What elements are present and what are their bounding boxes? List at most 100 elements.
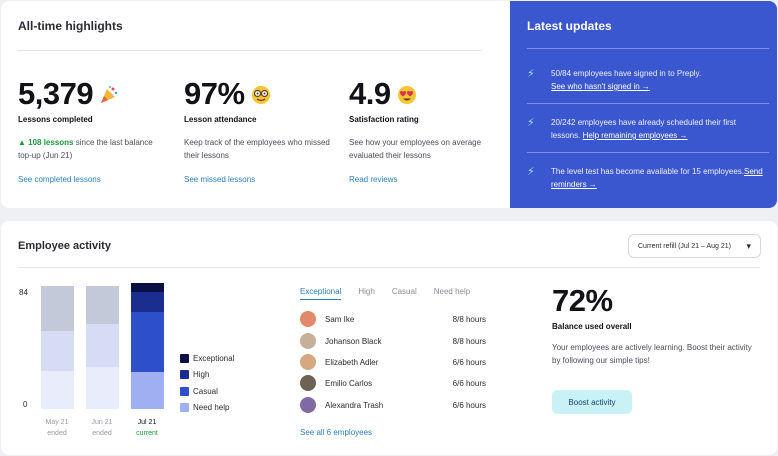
legend-label: Casual	[193, 386, 218, 396]
metric-label: Lessons completed	[18, 115, 93, 124]
legend-swatch	[180, 386, 189, 396]
bar-segment-casual	[41, 331, 74, 371]
update-item: ⚡ 50/84 employees have signed in to Prep…	[527, 67, 767, 93]
bar-segment-need-help	[86, 366, 119, 409]
chevron-down-icon: ▾	[746, 241, 751, 251]
legend-swatch	[180, 403, 189, 413]
party-popper-icon	[99, 84, 119, 104]
updates-title: Latest updates	[527, 19, 612, 33]
employee-name: Emilio Carlos	[325, 378, 373, 388]
tab-high[interactable]: High	[358, 287, 375, 296]
highlights-title: All-time highlights	[18, 19, 123, 33]
metric-satisfaction-rating: 4.9 Satisfaction rating See how your emp…	[349, 77, 499, 185]
divider	[527, 48, 769, 49]
help-remaining-employees-link[interactable]: Help remaining employees →	[582, 131, 688, 140]
legend-swatch	[180, 353, 189, 363]
legend-item: High	[180, 367, 234, 384]
latest-updates-panel: Latest updates ⚡ 50/84 employees have si…	[510, 1, 777, 208]
bar-may-21	[41, 286, 74, 409]
metric-desc: See how your employees on average evalua…	[349, 138, 482, 160]
refill-period-dropdown[interactable]: Current refill (Jul 21 – Aug 21) ▾	[628, 234, 761, 258]
avatar	[300, 333, 316, 349]
update-text: 20/242 employees have already scheduled …	[551, 118, 736, 140]
employee-hours: 6/6 hours	[452, 400, 486, 410]
metric-desc-text: since the last balance top-up (Jun 21)	[18, 138, 153, 160]
employee-hours: 6/6 hours	[452, 378, 486, 388]
nerd-face-icon	[251, 84, 271, 104]
avatar	[300, 375, 316, 391]
see-missed-lessons-link[interactable]: See missed lessons	[184, 175, 256, 184]
metric-desc: Keep track of the employees who missed t…	[184, 138, 330, 160]
metric-lesson-attendance: 97% Lesson attendance Keep track of the …	[184, 76, 334, 185]
divider	[527, 152, 769, 153]
employee-row[interactable]: Emilio Carlos 6/6 hours	[300, 375, 486, 391]
legend-label: Exceptional	[193, 353, 235, 363]
employee-row[interactable]: Alexandra Trash 6/6 hours	[300, 397, 486, 413]
employee-name: Elizabeth Adler	[325, 357, 379, 367]
employee-name: Johanson Black	[325, 336, 382, 346]
see-completed-lessons-link[interactable]: See completed lessons	[18, 175, 101, 184]
legend-label: High	[193, 370, 210, 380]
bar-segment-high	[41, 286, 74, 332]
employee-hours: 8/8 hours	[452, 336, 486, 346]
x-axis-status: ended	[47, 430, 67, 437]
update-text: The level test has become available for …	[551, 167, 744, 176]
read-reviews-link[interactable]: Read reviews	[349, 175, 398, 184]
divider	[527, 103, 769, 104]
chart-legend: Exceptional High Casual Need help	[180, 350, 234, 416]
legend-item: Exceptional	[180, 350, 234, 367]
bar-segment-casual	[86, 324, 119, 367]
tab-exceptional[interactable]: Exceptional	[300, 287, 342, 300]
see-who-hasnt-signed-in-link[interactable]: See who hasn't signed in →	[551, 82, 650, 91]
lightning-icon: ⚡	[527, 166, 535, 178]
employee-hours: 6/6 hours	[452, 357, 486, 367]
divider	[18, 267, 760, 268]
x-axis-label: Jun 21 ended	[82, 417, 122, 439]
bar-segment-exceptional	[131, 283, 164, 292]
activity-level-tabs: Exceptional High Casual Need help	[300, 287, 487, 300]
bar-segment-high	[131, 291, 164, 313]
divider	[18, 50, 482, 51]
employee-row[interactable]: Johanson Black 8/8 hours	[300, 333, 486, 349]
x-axis-label: Jul 21 current	[127, 417, 167, 439]
y-axis-max-label: 84	[19, 288, 28, 297]
metric-value: 97%	[184, 76, 245, 111]
x-axis-month: Jun 21	[91, 419, 113, 426]
activity-title: Employee activity	[18, 240, 111, 252]
heart-eyes-icon	[397, 84, 417, 104]
employee-name: Alexandra Trash	[325, 400, 384, 410]
see-all-employees-link[interactable]: See all 6 employees	[300, 428, 373, 437]
legend-item: Need help	[180, 400, 234, 417]
legend-swatch	[180, 370, 189, 380]
employee-row[interactable]: Elizabeth Adler 6/6 hours	[300, 354, 486, 370]
employee-activity-card: Employee activity Current refill (Jul 21…	[1, 221, 777, 455]
legend-label: Need help	[193, 403, 230, 413]
x-axis-month: Jul 21	[137, 419, 157, 426]
metric-label: Satisfaction rating	[349, 115, 419, 124]
boost-activity-button[interactable]: Boost activity	[552, 390, 632, 414]
avatar	[300, 354, 316, 370]
x-axis-status: ended	[92, 430, 112, 437]
legend-item: Casual	[180, 383, 234, 400]
send-reminders-link[interactable]: Send reminders →	[551, 167, 763, 189]
avatar	[300, 397, 316, 413]
update-item: ⚡ 20/242 employees have already schedule…	[527, 116, 767, 142]
x-axis-month: May 21	[45, 419, 69, 426]
employee-name: Sam Ike	[325, 314, 355, 324]
bar-segment-casual	[131, 312, 164, 373]
x-axis-label: May 21 ended	[37, 417, 77, 439]
bar-segment-high	[86, 286, 119, 325]
bar-jul-21	[131, 283, 164, 409]
update-text: 50/84 employees have signed in to Preply…	[551, 69, 702, 78]
tab-casual[interactable]: Casual	[391, 287, 417, 296]
balance-used-value: 72%	[552, 283, 613, 318]
metric-desc: ▲ 108 lessons since the last balance top…	[18, 136, 168, 162]
metric-lessons-completed: 5,379 Lessons completed ▲ 108 lessons si…	[18, 76, 168, 185]
y-axis-min-label: 0	[23, 400, 28, 409]
employee-row[interactable]: Sam Ike 8/8 hours	[300, 311, 486, 327]
bar-segment-need-help	[131, 372, 164, 409]
metric-value: 5,379	[18, 76, 94, 111]
balance-used-label: Balance used overall	[552, 322, 632, 331]
tab-need-help[interactable]: Need help	[433, 287, 471, 296]
lessons-increase: ▲ 108 lessons	[18, 138, 74, 147]
